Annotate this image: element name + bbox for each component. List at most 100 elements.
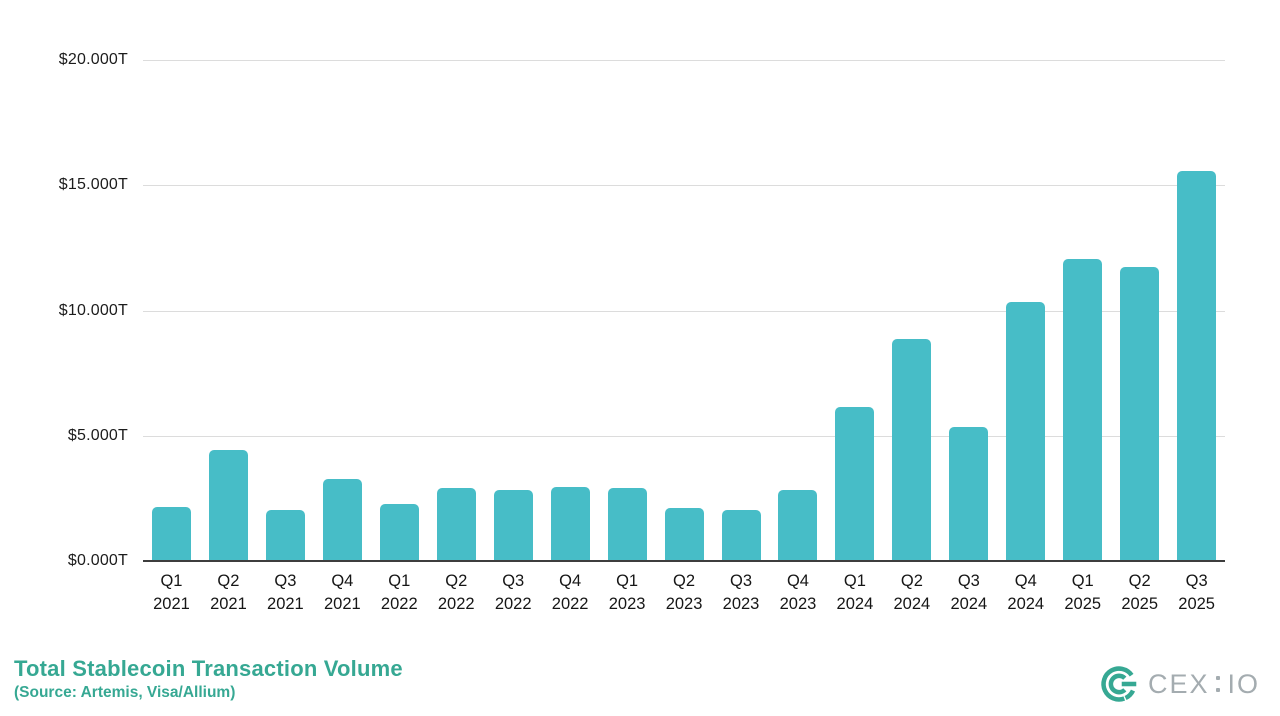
x-axis-baseline [143,560,1225,562]
quarter-label: Q3 [1185,572,1208,590]
y-tick-label: $0.000T [67,552,128,569]
quarter-label: Q2 [673,572,696,590]
gridline [143,60,1225,61]
y-tick-label: $10.000T [58,301,128,319]
x-tick-label-q2-2024: Q2 2024 [883,570,940,616]
gridline [143,310,1225,312]
bar-q2-2021 [208,450,248,561]
quarter-label: Q4 [786,572,809,590]
plot-area [143,60,1225,562]
year-label: 2024 [893,595,931,613]
x-tick-label-q3-2025: Q3 2025 [1168,570,1225,616]
bar-slot [1054,60,1111,561]
logo-text-right: IO [1227,668,1260,699]
quarter-label: Q2 [1128,572,1151,590]
y-axis: $20.000T $15.000T $10.000T $5.000T $0.000T [0,51,128,569]
bar-slot [826,60,883,561]
quarter-label: Q1 [1071,572,1094,590]
year-label: 2021 [210,595,247,613]
y-tick-label: $20.000T [58,51,128,68]
quarter-label: Q1 [160,572,183,590]
bar-q3-2022 [493,489,533,561]
x-tick-label-q2-2023: Q2 2023 [656,570,713,616]
quarter-label: Q4 [331,572,354,590]
year-label: 2021 [153,595,190,613]
x-tick-label-q4-2021: Q4 2021 [314,570,371,616]
gridline [143,185,1225,187]
bar-slot [542,60,599,561]
bar-slot [769,60,826,561]
gridline [143,435,1225,437]
bar-slot [143,60,200,561]
x-tick-label-q3-2021: Q3 2021 [257,570,314,616]
x-tick-label-q2-2022: Q2 2022 [428,570,485,616]
year-label: 2021 [323,595,361,613]
bar-slot [883,60,940,561]
x-tick-label-q1-2021: Q1 2021 [143,570,200,616]
quarter-label: Q1 [616,572,639,590]
year-label: 2022 [494,595,532,613]
x-tick-label-q2-2021: Q2 2021 [200,570,257,616]
bar-slot [599,60,656,561]
bar-slot [200,60,257,561]
quarter-label: Q3 [502,572,525,590]
year-label: 2025 [1121,595,1159,613]
cexio-logo-text: CEX IO [1148,669,1260,700]
quarter-label: Q2 [900,572,923,590]
bar-q1-2024 [835,407,875,561]
chart-title: Total Stablecoin Transaction Volume [14,656,403,681]
year-label: 2023 [665,595,703,613]
year-label: 2025 [1064,595,1102,613]
bar-q3-2024 [949,427,989,561]
bar-q1-2023 [607,488,647,561]
bar-slot [257,60,314,561]
bar-q1-2022 [379,503,419,561]
year-label: 2022 [380,595,418,613]
quarter-label: Q2 [217,572,240,590]
bar-q2-2022 [436,487,476,561]
x-tick-label-q3-2022: Q3 2022 [485,570,542,616]
cexio-logo: CEX IO [1099,664,1260,704]
bar-q3-2025 [1177,170,1217,561]
x-tick-label-q2-2025: Q2 2025 [1111,570,1168,616]
bar-series [143,60,1225,561]
x-tick-label-q1-2024: Q1 2024 [826,570,883,616]
bar-q3-2021 [265,510,305,561]
year-label: 2022 [437,595,475,613]
logo-text-left: CEX [1147,668,1210,699]
bar-slot [1168,60,1225,561]
quarter-label: Q3 [730,572,753,590]
quarter-label: Q2 [445,572,468,590]
bar-q2-2025 [1120,266,1160,561]
bar-slot [1111,60,1168,561]
bar-q4-2021 [322,478,362,561]
year-label: 2023 [608,595,646,613]
bar-q1-2025 [1063,258,1103,561]
y-tick-label: $5.000T [67,426,128,444]
quarter-label: Q1 [388,572,411,590]
bar-q4-2023 [778,489,818,561]
x-axis: Q1 2021 Q2 2021 Q3 2021 Q4 2021 Q1 2022 Q2 2022 Q3 20… [143,570,1225,616]
year-label: 2025 [1178,595,1215,613]
bar-slot [713,60,770,561]
y-tick-label: $15.000T [58,176,128,194]
logo-colon-separator [1216,676,1221,692]
year-label: 2023 [722,595,760,613]
quarter-label: Q3 [274,572,297,590]
x-tick-label-q4-2024: Q4 2024 [997,570,1054,616]
x-tick-label-q4-2023: Q4 2023 [769,570,826,616]
bar-slot [314,60,371,561]
year-label: 2024 [836,595,874,613]
bar-slot [428,60,485,561]
bar-q1-2021 [151,507,191,561]
bar-q3-2023 [721,510,761,561]
bar-q2-2023 [664,508,704,561]
quarter-label: Q3 [957,572,980,590]
bar-q4-2022 [550,487,590,561]
x-tick-label-q1-2025: Q1 2025 [1054,570,1111,616]
year-label: 2022 [551,595,589,613]
quarter-label: Q4 [1014,572,1037,590]
bar-slot [371,60,428,561]
year-label: 2021 [267,595,304,613]
